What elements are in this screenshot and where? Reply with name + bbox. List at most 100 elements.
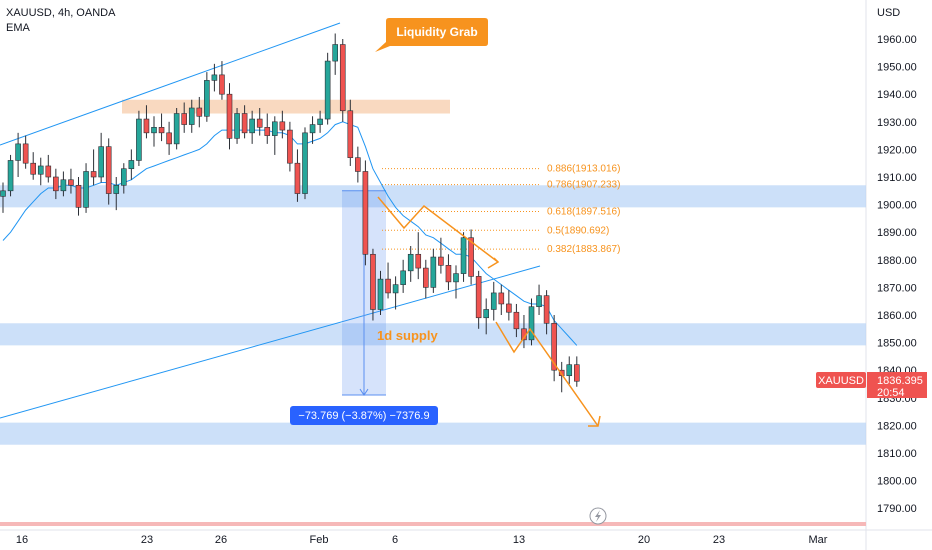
candle-27[interactable] (204, 72, 210, 122)
candle-22[interactable] (166, 121, 172, 155)
candle-76[interactable] (573, 356, 580, 387)
candle-57[interactable] (430, 248, 437, 293)
candle-31[interactable] (234, 108, 240, 144)
candle-1[interactable] (7, 154, 14, 197)
candle-56[interactable] (422, 259, 429, 299)
zone-3[interactable] (122, 99, 450, 114)
candle-29[interactable] (219, 61, 225, 100)
candle-52[interactable] (392, 276, 399, 310)
candle-15[interactable] (113, 177, 120, 211)
candle-44[interactable] (332, 33, 339, 75)
candle-4[interactable] (30, 152, 37, 180)
candle-71[interactable] (536, 284, 542, 315)
projection-path-upper[interactable] (377, 196, 499, 263)
candle-55[interactable] (415, 232, 422, 280)
price-axis[interactable]: 1790.001800.001810.001820.001830.001840.… (877, 34, 917, 515)
candle-14[interactable] (105, 138, 112, 205)
fib-label-4: 0.382(1883.867) (547, 244, 620, 255)
candle-11[interactable] (83, 163, 89, 213)
candle-33[interactable] (249, 110, 255, 144)
candle-16[interactable] (121, 163, 127, 194)
candle-12[interactable] (90, 149, 97, 186)
candle-40[interactable] (302, 127, 308, 200)
candle-36[interactable] (271, 116, 278, 155)
candle-49[interactable] (370, 248, 376, 321)
candle-5[interactable] (37, 157, 44, 186)
price-tick-1880: 1880.00 (877, 255, 917, 267)
candle-60[interactable] (453, 265, 459, 299)
candle-43[interactable] (324, 52, 331, 125)
candle-34[interactable] (256, 108, 263, 136)
candle-46[interactable] (347, 99, 354, 166)
candle-7[interactable] (53, 168, 59, 200)
candle-45[interactable] (339, 39, 346, 122)
candle-32[interactable] (241, 105, 248, 139)
candle-30[interactable] (226, 83, 233, 150)
zone-1[interactable] (0, 323, 866, 346)
candle-58[interactable] (438, 237, 444, 274)
candle-63[interactable] (475, 270, 482, 329)
candle-20[interactable] (151, 116, 157, 147)
zone-2[interactable] (0, 422, 866, 445)
price-tick-1960: 1960.00 (877, 34, 917, 46)
candle-21[interactable] (158, 113, 165, 142)
candle-18[interactable] (136, 110, 142, 166)
candle-35[interactable] (264, 113, 271, 144)
candle-13[interactable] (98, 132, 104, 183)
candle-25[interactable] (188, 99, 195, 133)
candle-59[interactable] (445, 254, 452, 291)
projection-arrows[interactable] (377, 196, 601, 427)
candle-9[interactable] (68, 168, 74, 194)
candle-2[interactable] (15, 132, 21, 177)
upper-channel-line[interactable] (0, 22, 341, 146)
time-tick-2: 26 (215, 534, 227, 546)
candle-53[interactable] (400, 259, 406, 293)
candle-17[interactable] (128, 149, 135, 180)
candle-70[interactable] (528, 298, 535, 346)
candle-73[interactable] (551, 315, 557, 382)
currency-label[interactable]: USD (877, 7, 900, 19)
candle-67[interactable] (506, 290, 512, 321)
candle-75[interactable] (566, 356, 573, 384)
candle-39[interactable] (294, 149, 301, 202)
candle-24[interactable] (181, 102, 187, 133)
candle-6[interactable] (45, 154, 52, 183)
candle-68[interactable] (513, 303, 520, 338)
liquidity-grab-callout[interactable]: Liquidity Grab (375, 18, 488, 52)
candle-10[interactable] (75, 177, 82, 216)
candle-23[interactable] (173, 108, 180, 150)
candle-50[interactable] (377, 270, 384, 315)
candle-28[interactable] (211, 63, 218, 92)
candle-37[interactable] (279, 110, 286, 139)
candle-66[interactable] (498, 284, 505, 315)
candle-3[interactable] (22, 135, 29, 169)
fib-label-3: 0.5(1890.692) (547, 225, 609, 236)
candle-8[interactable] (60, 171, 67, 197)
candle-42[interactable] (317, 110, 323, 133)
candle-54[interactable] (407, 246, 414, 282)
candle-26[interactable] (196, 96, 203, 128)
candle-0[interactable] (0, 182, 6, 213)
rising-trendline[interactable] (0, 265, 541, 419)
candle-72[interactable] (543, 290, 550, 335)
candle-51[interactable] (385, 262, 391, 299)
price-tick-1930: 1930.00 (877, 117, 917, 129)
candle-64[interactable] (483, 298, 490, 335)
time-axis[interactable]: 16 23 26 Feb 6 13 20 23 Mar (16, 534, 828, 546)
candle-47[interactable] (355, 146, 361, 183)
candle-38[interactable] (287, 121, 293, 172)
candle-19[interactable] (143, 105, 150, 139)
candle-62[interactable] (468, 229, 474, 285)
projection-path-lower[interactable] (495, 321, 599, 427)
indicator-label[interactable]: EMA (6, 22, 31, 34)
candle-61[interactable] (460, 232, 467, 282)
symbol-title[interactable]: XAUUSD, 4h, OANDA (6, 7, 116, 19)
zone-0[interactable] (0, 185, 866, 208)
lightning-icon[interactable] (589, 507, 607, 525)
candle-48[interactable] (362, 160, 369, 266)
candle-41[interactable] (309, 116, 316, 144)
time-tick-7: 23 (713, 534, 725, 546)
candle-65[interactable] (490, 281, 497, 321)
price-tick-1810: 1810.00 (877, 448, 917, 460)
